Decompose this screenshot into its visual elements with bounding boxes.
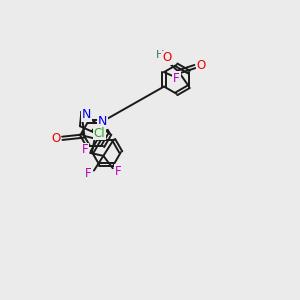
Text: Cl: Cl <box>94 127 105 140</box>
Text: F: F <box>115 165 122 178</box>
Text: N: N <box>98 115 107 128</box>
Text: F: F <box>85 167 92 180</box>
Text: F: F <box>173 71 180 85</box>
Text: F: F <box>82 143 88 157</box>
Text: O: O <box>162 52 172 64</box>
Text: O: O <box>197 58 206 72</box>
Text: N: N <box>94 125 103 138</box>
Text: N: N <box>82 108 92 121</box>
Text: O: O <box>51 132 60 145</box>
Text: H: H <box>156 50 164 60</box>
